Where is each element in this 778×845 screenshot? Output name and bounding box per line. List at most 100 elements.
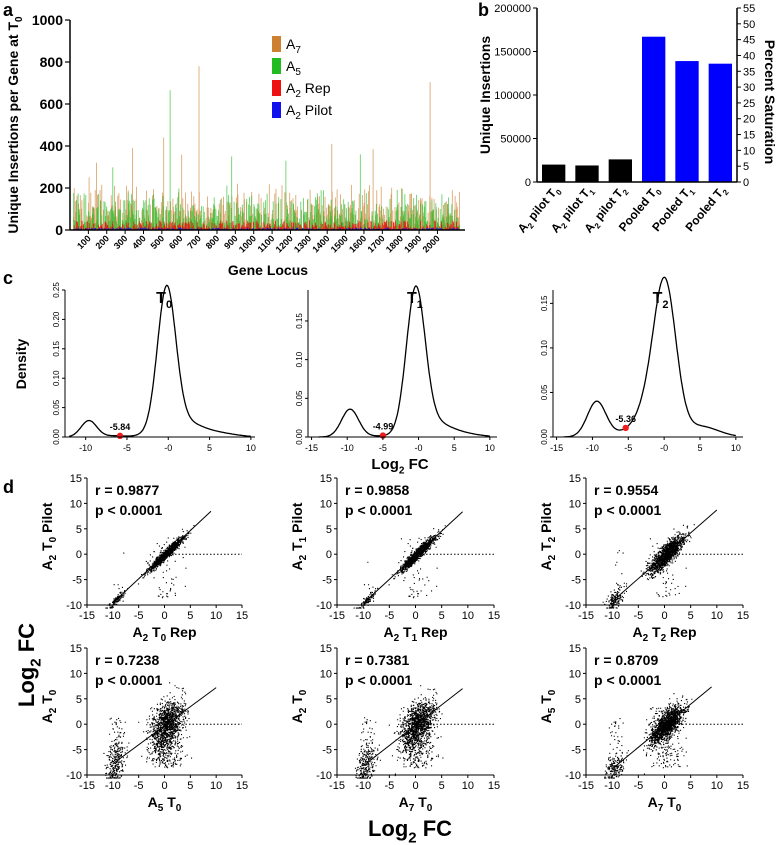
x-tick-label: 10 [210, 780, 222, 792]
density-curve [563, 276, 736, 438]
x-axis-title-part: T [648, 624, 661, 640]
x-axis-title: A2 T2 Rep [632, 624, 696, 644]
x-axis-title-part: 0 [676, 803, 682, 814]
shared-x-title-part: FC [417, 816, 453, 841]
y-tick-label: 200 [40, 180, 64, 196]
y-tick-label: 0.00 [52, 429, 61, 445]
legend-swatch [272, 36, 281, 52]
shared-x-title: Log2 FC [368, 816, 452, 845]
y-axis-title: A2 T0 [289, 689, 309, 723]
y-tick-label: 5 [76, 694, 82, 706]
y-tick-label: 100000 [494, 90, 531, 102]
x-axis-title-part: A [399, 794, 409, 810]
legend-label-part: Rep [301, 80, 331, 96]
y-tick-label: 0 [575, 549, 581, 561]
category-label-part: 2 [593, 221, 603, 231]
x-axis-title-part: 1 [412, 633, 418, 644]
y-axis-title-part: T [289, 542, 305, 555]
legend-label-part: A [286, 102, 296, 118]
x-tick-label: 1800 [384, 233, 405, 254]
x-tick-label: 1500 [329, 233, 350, 254]
legend-swatch [272, 58, 281, 74]
x-axis-title-part: A [148, 794, 158, 810]
x-tick-label: -0 [164, 443, 172, 453]
legend-label-part: 2 [295, 89, 301, 100]
y-axis-title-part: Pilot [538, 502, 554, 537]
x-tick-label: 400 [130, 233, 148, 251]
x-tick-label: 10 [711, 610, 723, 622]
y-axis-title: Unique Insertions [477, 36, 493, 154]
y-tick-label: 5 [575, 694, 581, 706]
scatter-points [103, 682, 193, 779]
bar-a2-pilot-t0 [542, 164, 566, 182]
x-axis-title-part: 7 [409, 803, 415, 814]
y-tick-label: -5 [72, 745, 82, 757]
p-value: p < 0.0001 [95, 502, 163, 518]
panel-label-a: a [3, 0, 14, 20]
density-panel-t1: -4.99 0.00 0.05 0.10 0.15 -15 -10 -5 -0 5 10 T1 [295, 285, 497, 453]
x-tick-label: 700 [185, 233, 203, 251]
density-title: T2 [653, 290, 669, 311]
y-tick-label: 0 [525, 177, 531, 189]
x-tick-label: 0 [161, 780, 167, 792]
x-axis-title-part: 7 [658, 803, 664, 814]
panel-label-b: b [478, 0, 489, 20]
right-y-tick-label: 45 [743, 35, 755, 47]
y-axis-title-part: 0 [48, 536, 59, 542]
x-axis-title-part: Rep [666, 624, 696, 640]
right-y-tick-label: 35 [743, 66, 755, 78]
x-tick-label: -10 [79, 443, 92, 453]
category-label-part: 2 [559, 221, 569, 231]
x-tick-label: 600 [167, 233, 185, 251]
y-tick-label: 5 [326, 524, 332, 536]
x-tick-label: 2000 [421, 233, 442, 254]
p-value: p < 0.0001 [345, 502, 413, 518]
x-tick-label: -15 [550, 443, 563, 453]
y-axis-title-part: 2 [48, 707, 59, 713]
x-tick-label: 1200 [274, 233, 295, 254]
x-tick-label: -10 [604, 610, 620, 622]
scatter-points [602, 524, 695, 609]
x-tick-label: 0 [661, 780, 667, 792]
y-tick-label: 1000 [32, 12, 63, 28]
x-tick-label: 500 [149, 233, 167, 251]
y-tick-label: 10 [569, 668, 581, 680]
legend-label: A7 [286, 36, 301, 56]
y-axis-title-part: T [39, 542, 55, 555]
right-y-tick-label: 30 [743, 82, 755, 94]
y-tick-label: 10 [70, 498, 82, 510]
right-y-tick-label: 10 [743, 145, 755, 157]
x-tick-label: 0 [412, 780, 418, 792]
x-tick-label: 15 [236, 610, 248, 622]
x-axis-title: A5 T0 [148, 794, 182, 814]
x-tick-label: 15 [488, 610, 500, 622]
x-axis-title-part: 2 [661, 633, 667, 644]
x-axis-title-part: 0 [161, 633, 167, 644]
y-axis-title-part: T [538, 695, 554, 708]
regression-line [611, 686, 712, 770]
regression-line [362, 511, 463, 604]
y-tick-label: 5 [76, 524, 82, 536]
density-title-part: 1 [417, 299, 423, 311]
y-axis-title: A2 T0 [39, 689, 59, 723]
x-axis-title-part: 0 [176, 803, 182, 814]
x-tick-label: 1300 [292, 233, 313, 254]
x-tick-label: 800 [204, 233, 222, 251]
y-tick-label: 0.00 [295, 429, 304, 445]
x-axis-title-part: T [663, 794, 676, 810]
x-tick-label: -5 [134, 610, 144, 622]
y-tick-label: -5 [72, 575, 82, 587]
p-value: p < 0.0001 [594, 672, 662, 688]
x-tick-label: -15 [305, 443, 318, 453]
x-tick-label: 1600 [347, 233, 368, 254]
y-axis-title: Density [13, 339, 29, 390]
legend-label-part: A [286, 58, 296, 74]
x-tick-label: -5 [633, 780, 643, 792]
x-tick-label: 5 [452, 443, 457, 453]
r-value: r = 0.9554 [594, 482, 658, 498]
x-tick-label: -5 [123, 443, 131, 453]
density-curve [318, 285, 490, 438]
right-y-tick-label: 25 [743, 98, 755, 110]
